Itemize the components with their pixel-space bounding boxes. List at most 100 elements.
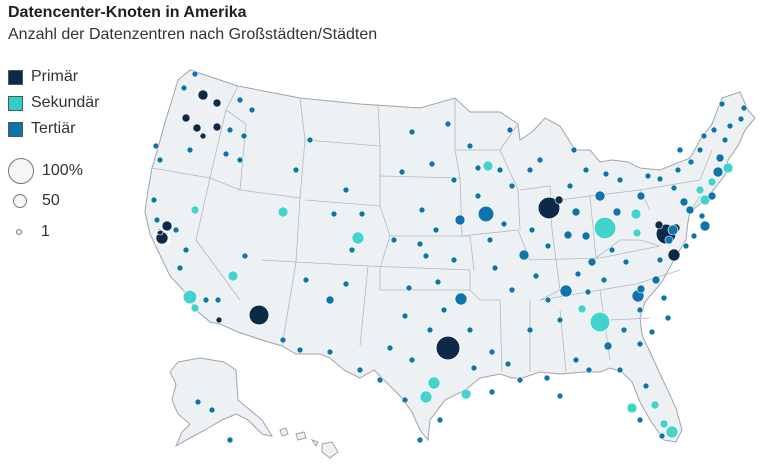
data-center-marker-tertiary: [687, 158, 695, 166]
data-center-marker-tertiary: [651, 275, 661, 285]
data-center-marker-tertiary: [496, 166, 504, 174]
data-center-marker-tertiary: [325, 295, 335, 305]
data-center-marker-tertiary: [670, 184, 678, 192]
data-center-marker-tertiary: [356, 366, 364, 374]
data-center-marker-primary: [161, 220, 173, 232]
data-center-marker-secondary: [632, 228, 642, 238]
data-center-marker-tertiary: [342, 280, 350, 288]
data-center-marker-tertiary: [153, 216, 161, 224]
data-center-marker-primary: [537, 196, 561, 220]
data-center-marker-primary: [212, 98, 222, 108]
data-center-marker-primary: [197, 89, 209, 101]
size-circle-small: [16, 229, 22, 235]
data-center-marker-tertiary: [563, 230, 573, 240]
data-center-marker-tertiary: [707, 191, 717, 201]
data-center-marker-secondary: [351, 231, 365, 245]
data-center-marker-tertiary: [176, 264, 184, 272]
data-center-marker-tertiary: [474, 192, 482, 200]
data-center-marker-tertiary: [674, 166, 682, 174]
legend-swatch-tertiary: [8, 121, 23, 137]
data-center-marker-tertiary: [222, 150, 230, 158]
data-center-marker-secondary: [482, 160, 494, 172]
data-center-marker-tertiary: [296, 346, 304, 354]
data-center-marker-tertiary: [416, 436, 424, 444]
data-center-marker-tertiary: [585, 366, 593, 374]
data-center-marker-tertiary: [152, 142, 160, 150]
data-center-marker-secondary: [695, 185, 705, 195]
data-center-marker-tertiary: [422, 252, 430, 260]
data-center-marker-tertiary: [612, 207, 622, 217]
data-center-marker-secondary: [419, 390, 433, 404]
data-center-marker-tertiary: [180, 84, 188, 92]
data-center-marker-tertiary: [390, 236, 398, 244]
data-center-marker-secondary: [227, 270, 239, 282]
data-center-marker-tertiary: [330, 210, 338, 218]
data-center-marker-tertiary: [656, 256, 664, 264]
data-center-marker-secondary: [427, 376, 441, 390]
data-center-marker-tertiary: [348, 246, 356, 254]
data-center-marker-secondary: [650, 400, 660, 410]
data-center-marker-tertiary: [566, 182, 574, 190]
data-center-marker-tertiary: [636, 416, 644, 424]
data-center-marker-tertiary: [682, 242, 690, 250]
size-circle-medium: [13, 194, 27, 208]
data-center-marker-tertiary: [715, 153, 725, 163]
legend-item-primary: Primär: [8, 68, 78, 86]
alaska-shape: [169, 357, 274, 448]
data-center-marker-primary: [181, 113, 191, 123]
legend-size-large: 100%: [8, 158, 83, 184]
data-center-marker-tertiary: [679, 197, 689, 207]
hawaii-shape: [279, 427, 339, 459]
data-center-marker-tertiary: [536, 156, 544, 164]
data-center-marker-tertiary: [664, 235, 674, 245]
data-center-marker-tertiary: [528, 226, 536, 234]
data-center-marker-tertiary: [656, 175, 664, 183]
data-center-marker-tertiary: [690, 232, 698, 240]
data-center-marker-tertiary: [386, 344, 394, 352]
data-center-marker-secondary: [722, 162, 734, 174]
data-center-marker-tertiary: [474, 164, 482, 172]
data-center-marker-tertiary: [326, 348, 334, 356]
data-center-marker-tertiary: [466, 326, 474, 334]
data-center-marker-tertiary: [603, 341, 613, 351]
data-center-marker-tertiary: [450, 256, 458, 264]
data-center-marker-tertiary: [486, 236, 494, 244]
data-center-marker-tertiary: [658, 432, 666, 440]
data-center-marker-tertiary: [544, 242, 552, 250]
data-center-marker-tertiary: [710, 126, 718, 134]
data-center-markers: [150, 70, 748, 444]
data-center-marker-tertiary: [587, 257, 597, 267]
data-center-marker-tertiary: [182, 246, 190, 254]
data-center-marker-tertiary: [156, 156, 164, 164]
data-center-marker-tertiary: [556, 392, 564, 400]
data-center-marker-tertiary: [150, 196, 158, 204]
data-center-marker-secondary: [659, 419, 669, 429]
data-center-marker-tertiary: [600, 276, 608, 284]
data-center-marker-tertiary: [292, 166, 300, 174]
data-center-marker-secondary: [190, 205, 200, 215]
data-center-marker-tertiary: [376, 376, 384, 384]
data-center-marker-tertiary: [642, 382, 650, 390]
data-center-marker-tertiary: [186, 146, 194, 154]
legend-item-secondary: Sekundär: [8, 94, 100, 112]
data-center-marker-secondary: [626, 402, 638, 414]
data-center-marker-tertiary: [660, 294, 668, 302]
data-center-marker-secondary: [182, 289, 198, 305]
data-center-marker-secondary: [190, 303, 200, 313]
data-center-marker-tertiary: [726, 122, 734, 130]
legend-size-label-small: 1: [41, 223, 50, 240]
hub-ring: [153, 229, 171, 247]
data-center-marker-tertiary: [667, 224, 679, 236]
data-center-marker-tertiary: [172, 226, 180, 234]
data-center-marker-tertiary: [434, 278, 442, 286]
data-center-marker-tertiary: [342, 186, 350, 194]
data-center-marker-tertiary: [418, 206, 426, 214]
data-center-marker-tertiary: [401, 312, 409, 320]
data-center-marker-secondary: [699, 194, 711, 206]
data-center-marker-primary: [192, 123, 202, 133]
data-center-marker-tertiary: [518, 249, 530, 261]
data-center-marker-tertiary: [700, 132, 708, 140]
data-center-marker-tertiary: [685, 205, 695, 215]
data-center-marker-tertiary: [644, 172, 652, 180]
